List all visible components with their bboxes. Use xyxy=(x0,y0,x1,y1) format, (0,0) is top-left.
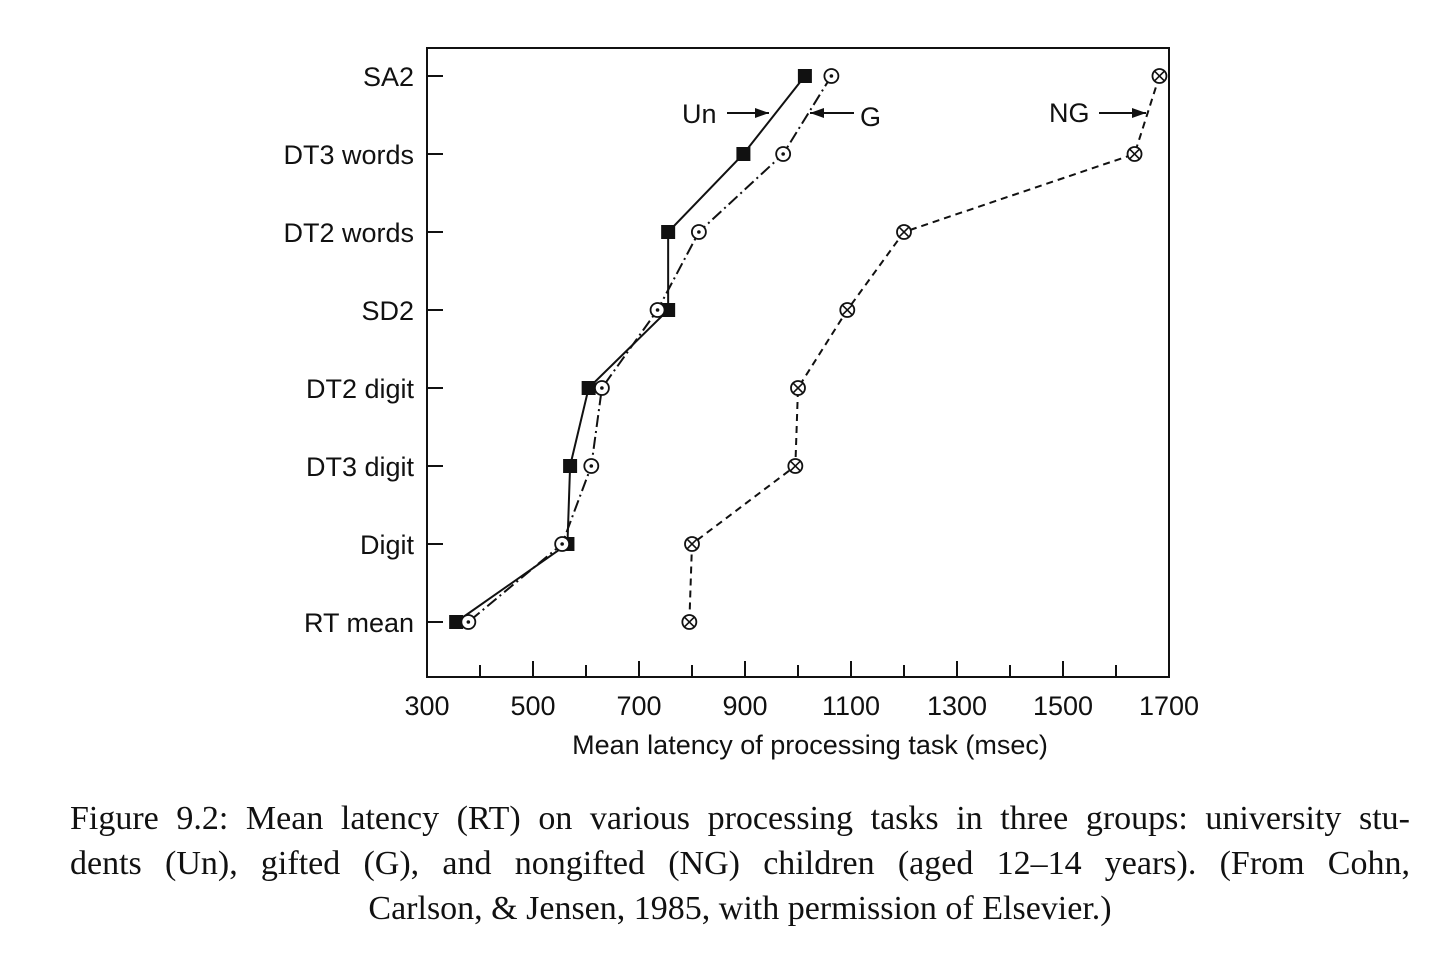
marker-cross xyxy=(842,304,853,316)
marker-dot xyxy=(600,386,604,390)
x-tick-label: 1100 xyxy=(822,691,880,721)
annotation-un: Un xyxy=(682,99,717,129)
marker-cross xyxy=(1129,148,1140,160)
marker-cross xyxy=(1154,70,1165,82)
point-g-digit xyxy=(554,536,571,552)
point-un-dt3-digit xyxy=(563,459,578,473)
x-tick-label: 1500 xyxy=(1033,691,1093,721)
annotation-ng: NG xyxy=(1049,98,1090,128)
marker-square xyxy=(563,459,578,473)
marker-square xyxy=(797,69,812,83)
x-tick-label: 1700 xyxy=(1139,691,1199,721)
caption-line-1: Figure 9.2: Mean latency (RT) on various… xyxy=(70,800,1410,837)
marker-cross xyxy=(684,616,695,628)
point-un-rt-mean xyxy=(449,615,464,629)
caption-line-3: Carlson, & Jensen, 1985, with permission… xyxy=(368,890,1112,927)
annotation-g: G xyxy=(860,102,881,132)
y-tick-label: DT3 digit xyxy=(306,452,415,482)
series-line-g xyxy=(467,75,833,623)
caption-line-2: dents (Un), gifted (G), and nongifted (N… xyxy=(70,845,1410,882)
y-tick-label: DT2 digit xyxy=(306,374,415,404)
point-un-sa2 xyxy=(797,69,812,83)
point-g-sd2 xyxy=(649,302,666,318)
point-g-rt-mean xyxy=(460,614,477,630)
point-g-dt2-digit xyxy=(594,380,610,396)
series-line-ng xyxy=(688,75,1161,623)
y-tick-label: SA2 xyxy=(363,62,414,92)
point-g-sa2 xyxy=(823,68,840,84)
point-ng-dt3-digit xyxy=(787,458,804,474)
marker-square xyxy=(581,381,596,395)
y-tick-label: Digit xyxy=(360,530,415,560)
point-un-dt2-words xyxy=(661,225,676,239)
annotation-arrow-ng-head xyxy=(1132,108,1146,118)
point-un-sd2 xyxy=(661,303,676,317)
marker-dot xyxy=(466,620,471,624)
marker-dot xyxy=(589,464,594,468)
latency-chart: 300 500 700 900 1100 1300 1500 1700 Mean latency… xyxy=(283,47,1199,760)
y-tick-label: DT2 words xyxy=(283,218,414,248)
x-tick-label: 700 xyxy=(616,691,661,721)
figure-caption: Figure 9.2: Mean latency (RT) on various… xyxy=(70,796,1410,931)
marker-cross xyxy=(792,382,804,394)
marker-cross xyxy=(790,460,801,472)
plot-frame xyxy=(426,47,1170,678)
point-ng-rt-mean xyxy=(681,614,698,630)
point-g-dt3-digit xyxy=(583,458,600,474)
series-line-un xyxy=(455,75,806,623)
point-ng-sa2 xyxy=(1151,68,1168,84)
marker-square xyxy=(736,147,751,161)
y-tick-label: DT3 words xyxy=(283,140,414,170)
y-tick-label: RT mean xyxy=(304,608,414,638)
marker-cross xyxy=(898,226,910,238)
marker-dot xyxy=(697,230,701,234)
x-tick-label: 1300 xyxy=(927,691,987,721)
marker-square xyxy=(661,303,676,317)
point-ng-digit xyxy=(684,536,700,552)
marker-dot xyxy=(781,152,785,156)
marker-cross xyxy=(686,538,698,550)
x-tick-label: 500 xyxy=(510,691,555,721)
annotation-arrow-un-head xyxy=(755,108,769,118)
marker-dot xyxy=(560,542,564,546)
marker-square xyxy=(449,615,464,629)
point-un-dt3-words xyxy=(736,147,751,161)
x-tick-label: 900 xyxy=(722,691,767,721)
marker-square xyxy=(661,225,676,239)
marker-dot xyxy=(655,308,660,312)
point-g-dt3-words xyxy=(775,146,792,162)
marker-dot xyxy=(829,74,834,78)
point-ng-sd2 xyxy=(839,302,856,318)
point-un-dt2-digit xyxy=(581,381,596,395)
x-axis-label: Mean latency of processing task (msec) xyxy=(572,730,1048,760)
point-ng-dt2-words xyxy=(896,224,912,240)
x-tick-label: 300 xyxy=(404,691,449,721)
point-g-dt2-words xyxy=(690,224,707,240)
point-ng-dt3-words xyxy=(1126,146,1143,162)
point-ng-dt2-digit xyxy=(790,380,806,396)
y-tick-label: SD2 xyxy=(361,296,414,326)
annotation-arrow-g-head xyxy=(810,108,824,118)
